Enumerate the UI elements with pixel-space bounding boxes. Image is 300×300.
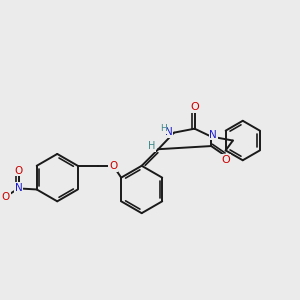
- Text: O: O: [109, 161, 117, 171]
- Text: N: N: [209, 130, 217, 140]
- Text: O: O: [2, 192, 10, 203]
- Text: H: H: [148, 141, 155, 151]
- Text: O: O: [14, 166, 23, 176]
- Text: H: H: [160, 124, 167, 133]
- Text: N: N: [15, 183, 22, 193]
- Text: O: O: [221, 155, 230, 165]
- Text: O: O: [190, 102, 199, 112]
- Text: N: N: [165, 127, 172, 137]
